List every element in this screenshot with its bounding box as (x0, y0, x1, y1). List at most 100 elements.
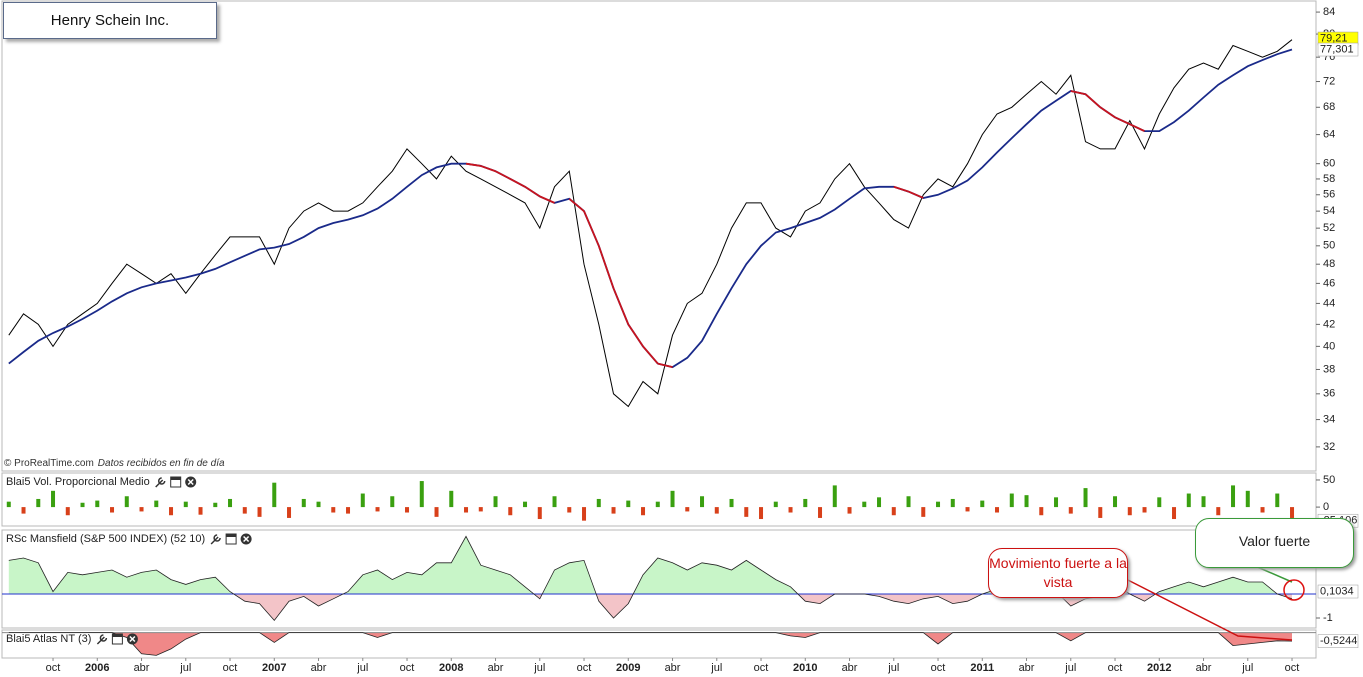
x-tick-label: jul (1064, 662, 1076, 674)
volume-bar (1275, 493, 1280, 508)
volume-bar (51, 490, 56, 508)
plot-layer: 8480767268646058565452504846444240383634… (2, 6, 1359, 674)
x-tick-label: 2007 (262, 662, 286, 674)
volume-bar (862, 501, 867, 508)
x-tick-label: oct (1108, 662, 1123, 674)
volume-bar (110, 507, 115, 513)
volume-bar (523, 501, 528, 508)
y-tick-label: 46 (1323, 277, 1335, 289)
volume-bar (936, 501, 941, 508)
volume-bar (1127, 507, 1132, 516)
volume-bar (552, 496, 557, 508)
volume-bar (1113, 496, 1118, 508)
y-tick-label: 40 (1323, 340, 1335, 352)
rs-panel (1, 529, 1317, 629)
volume-bar (847, 507, 852, 514)
volume-bar (832, 485, 837, 508)
moving-average-falling (893, 185, 909, 193)
volume-bar (464, 507, 469, 513)
volume-bar (331, 507, 336, 513)
volume-bar (1054, 497, 1059, 508)
last-value-label: -0,5244 (1320, 635, 1357, 647)
last-value-box (1317, 634, 1359, 648)
volume-bar (1186, 493, 1191, 508)
volume-bar (626, 500, 631, 508)
y-tick-label: 48 (1323, 258, 1335, 270)
volume-bar (124, 496, 129, 508)
moving-average-falling (612, 287, 630, 325)
price-panel (1, 0, 1317, 472)
volume-bar (228, 498, 233, 508)
volume-bar (950, 498, 955, 508)
volume-bar (213, 502, 218, 508)
volume-bar (1024, 495, 1029, 508)
x-tick-label: jul (179, 662, 191, 674)
x-tick-label: oct (400, 662, 415, 674)
y-tick-label: 44 (1323, 297, 1335, 309)
volume-bar (36, 498, 41, 508)
y-tick-label: -1 (1323, 612, 1333, 624)
volume-bar (995, 507, 1000, 513)
volume-bar (655, 501, 660, 508)
y-tick-label: 72 (1323, 75, 1335, 87)
volume-bar (537, 507, 542, 520)
volume-bar (596, 498, 601, 508)
y-tick-label: 34 (1323, 413, 1335, 425)
volume-bar (965, 507, 970, 512)
volume-bar (921, 507, 926, 517)
volume-bar (1039, 507, 1044, 516)
icon-window-bar (226, 534, 237, 537)
x-tick-label: 2012 (1147, 662, 1171, 674)
volume-bar (301, 498, 306, 508)
icon-window-bar (112, 634, 123, 637)
icon-close-x (243, 535, 250, 543)
last-value-label: 79,21 (1320, 32, 1348, 44)
y-tick-label: 32 (1323, 441, 1335, 453)
icon-wrench (96, 634, 108, 645)
y-tick-label: 50 (1323, 474, 1335, 486)
x-tick-label: abr (134, 662, 150, 674)
volume-bar (65, 507, 70, 516)
volume-bar (906, 496, 911, 508)
moving-average-falling (1084, 93, 1101, 108)
x-tick-label: oct (1285, 662, 1300, 674)
volume-bar (1009, 493, 1014, 508)
y-tick-label: 36 (1323, 388, 1335, 400)
y-tick-label: 50 (1323, 240, 1335, 252)
x-tick-label: 2006 (85, 662, 109, 674)
x-tick-label: 2009 (616, 662, 640, 674)
volume-bar (390, 496, 395, 508)
x-tick-label: jul (887, 662, 899, 674)
callout-pointer (1117, 574, 1293, 641)
volume-bar (1260, 507, 1265, 513)
volume-bar (1290, 507, 1295, 521)
volume-bar (360, 493, 365, 508)
volume-bar (1201, 496, 1206, 508)
y-tick-label: 60 (1323, 158, 1335, 170)
volume-bar (685, 507, 690, 512)
chart-title: Henry Schein Inc. (3, 2, 217, 39)
x-tick-label: oct (223, 662, 238, 674)
volume-bar (1068, 507, 1073, 514)
volume-bar (641, 507, 646, 516)
x-tick-label: oct (931, 662, 946, 674)
volume-panel (1, 472, 1317, 527)
volume-bar (169, 507, 174, 516)
x-tick-label: abr (665, 662, 681, 674)
volume-bar (287, 507, 292, 518)
volume-bar (198, 507, 203, 515)
volume-bar (714, 507, 719, 514)
moving-average-falling (524, 186, 541, 198)
volume-bar (316, 501, 321, 508)
volume-bar (183, 501, 188, 508)
volume-bar (877, 497, 882, 508)
credit-source: © ProRealTime.com (4, 458, 94, 469)
volume-bar (744, 507, 749, 517)
volume-bar (405, 507, 410, 513)
volume-bar (803, 498, 808, 508)
volume-bar (700, 496, 705, 508)
volume-bar (478, 507, 483, 512)
volume-bar (375, 507, 380, 512)
